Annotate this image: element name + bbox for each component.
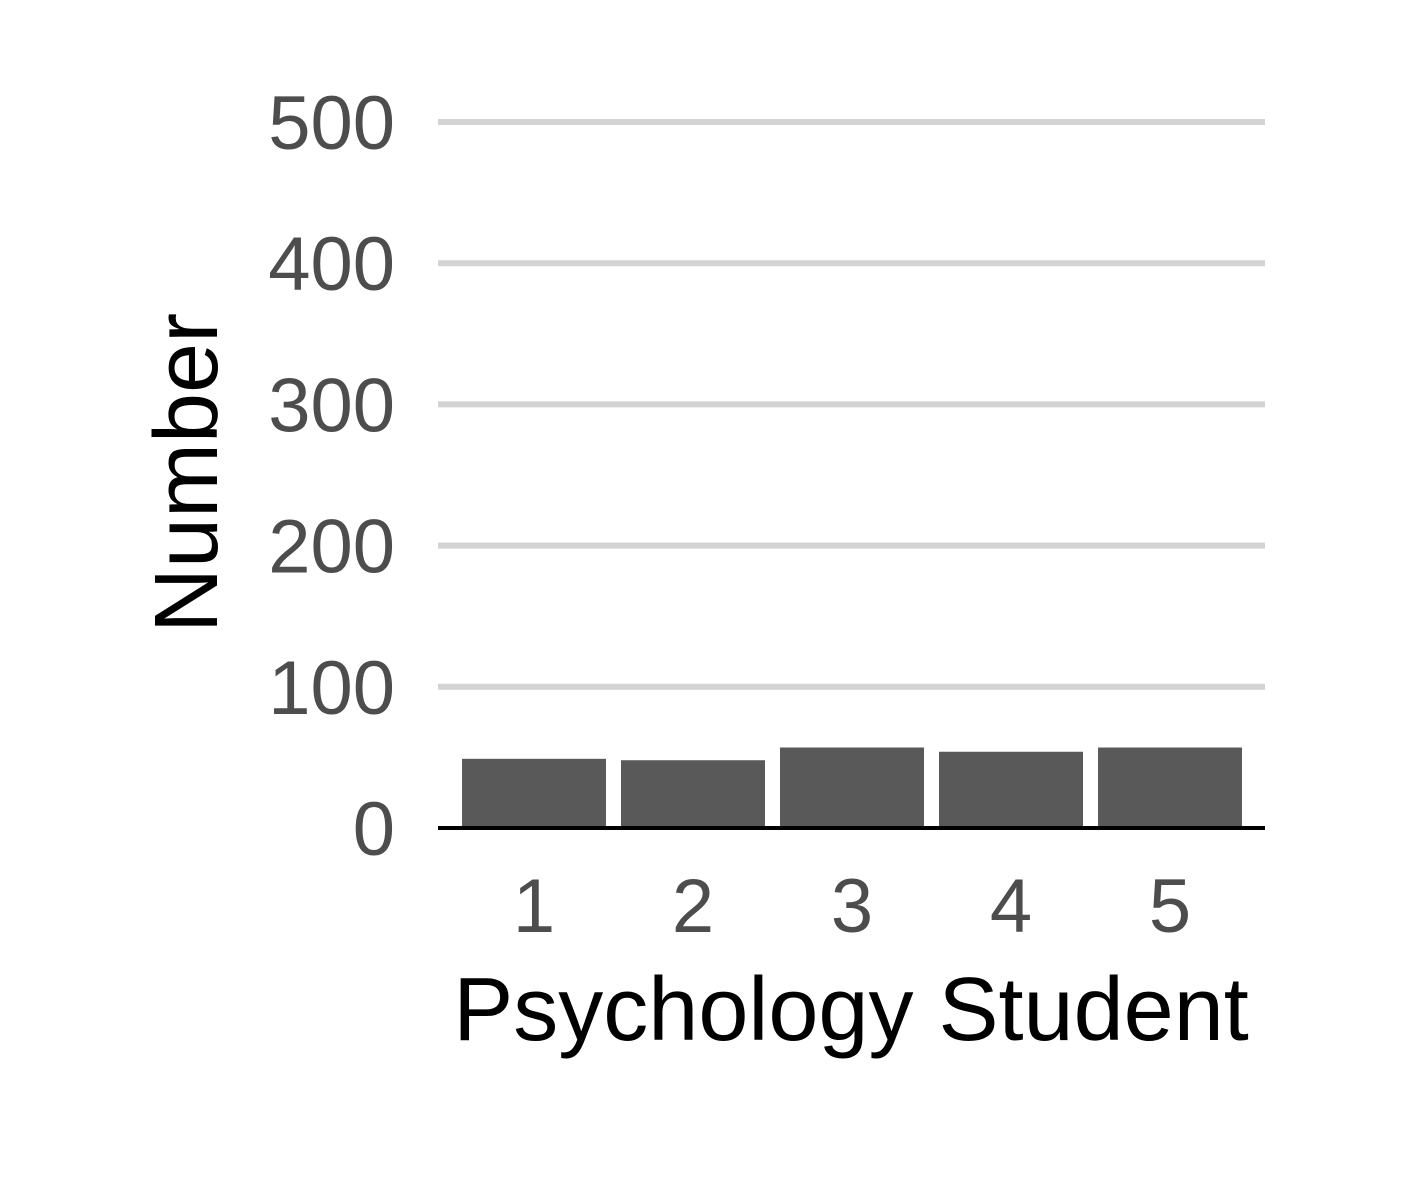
y-axis-ticks: 0 100 200 300 400 500 <box>268 81 395 872</box>
x-axis-title: Psychology Student <box>453 960 1249 1060</box>
y-tick-label: 200 <box>268 505 395 590</box>
bar <box>621 760 765 828</box>
y-tick-label: 400 <box>268 222 395 307</box>
y-tick-label: 100 <box>268 646 395 731</box>
y-axis-title: Number <box>137 313 237 633</box>
x-tick-label: 5 <box>1149 864 1191 949</box>
gridlines <box>438 119 1265 690</box>
bar <box>1098 747 1242 828</box>
y-tick-label: 500 <box>268 81 395 166</box>
x-tick-label: 1 <box>513 864 555 949</box>
x-tick-label: 2 <box>672 864 714 949</box>
x-tick-label: 4 <box>990 864 1032 949</box>
y-tick-label: 300 <box>268 363 395 448</box>
y-tick-label: 0 <box>353 787 395 872</box>
bar <box>780 747 924 828</box>
x-axis-ticks: 1 2 3 4 5 <box>513 864 1191 949</box>
bar <box>462 758 606 828</box>
bar <box>939 751 1083 828</box>
bars <box>462 747 1242 828</box>
x-tick-label: 3 <box>831 864 873 949</box>
